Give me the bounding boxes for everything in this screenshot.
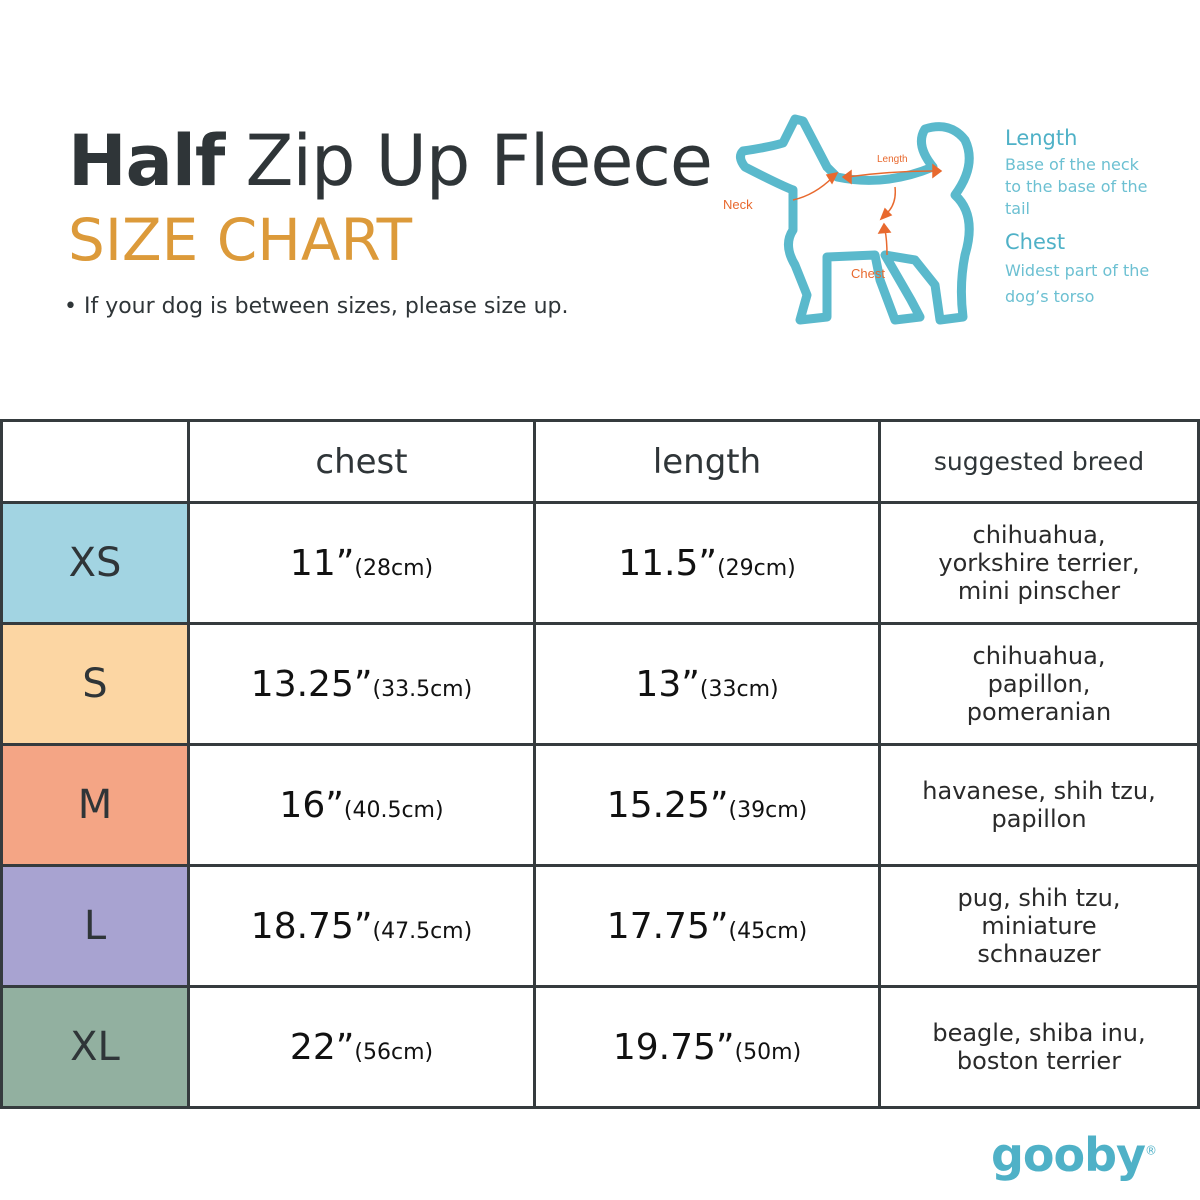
legend-chest: Chest Widest part of the dog’s torso — [1005, 230, 1150, 306]
table-row: XL 22”(56cm) 19.75”(50m) beagle, shiba i… — [0, 985, 1200, 1109]
dog-measurement-diagram: Neck Length Chest — [723, 114, 974, 325]
gooby-logo: gooby® — [990, 1128, 1157, 1182]
size-table: chest length suggested breed XS 11”(28cm… — [0, 419, 1200, 1109]
page-subtitle: SIZE CHART — [68, 206, 413, 274]
breed-cell: havanese, shih tzu, papillon — [878, 743, 1200, 867]
table-row: XS 11”(28cm) 11.5”(29cm) chihuahua, york… — [0, 501, 1200, 625]
length-cell: 11.5”(29cm) — [533, 501, 881, 625]
chest-cell: 22”(56cm) — [187, 985, 536, 1109]
breed-cell: pug, shih tzu, miniature schnauzer — [878, 864, 1200, 988]
header-size — [0, 419, 190, 504]
length-cell: 15.25”(39cm) — [533, 743, 881, 867]
size-cell: S — [0, 622, 190, 746]
page-title: Half Zip Up Fleece — [68, 120, 713, 202]
length-cell: 17.75”(45cm) — [533, 864, 881, 988]
header-chest: chest — [187, 419, 536, 504]
neck-label: Neck — [723, 197, 753, 212]
table-header-row: chest length suggested breed — [0, 419, 1200, 504]
chest-cell: 13.25”(33.5cm) — [187, 622, 536, 746]
legend-length: Length Base of the neck to the base of t… — [1005, 126, 1148, 218]
length-label: Length — [877, 154, 908, 165]
chest-cell: 11”(28cm) — [187, 501, 536, 625]
size-cell: XL — [0, 985, 190, 1109]
size-cell: XS — [0, 501, 190, 625]
chest-label: Chest — [851, 266, 885, 281]
size-cell: L — [0, 864, 190, 988]
table-row: M 16”(40.5cm) 15.25”(39cm) havanese, shi… — [0, 743, 1200, 867]
breed-cell: chihuahua, papillon, pomeranian — [878, 622, 1200, 746]
table-row: L 18.75”(47.5cm) 17.75”(45cm) pug, shih … — [0, 864, 1200, 988]
header-breed: suggested breed — [878, 419, 1200, 504]
header-length: length — [533, 419, 881, 504]
table-row: S 13.25”(33.5cm) 13”(33cm) chihuahua, pa… — [0, 622, 1200, 746]
sizing-note: • If your dog is between sizes, please s… — [64, 294, 569, 319]
chest-cell: 18.75”(47.5cm) — [187, 864, 536, 988]
dog-outline-icon — [735, 114, 974, 325]
chest-cell: 16”(40.5cm) — [187, 743, 536, 867]
breed-cell: beagle, shiba inu, boston terrier — [878, 985, 1200, 1109]
size-cell: M — [0, 743, 190, 867]
length-cell: 13”(33cm) — [533, 622, 881, 746]
breed-cell: chihuahua, yorkshire terrier, mini pinsc… — [878, 501, 1200, 625]
length-cell: 19.75”(50m) — [533, 985, 881, 1109]
